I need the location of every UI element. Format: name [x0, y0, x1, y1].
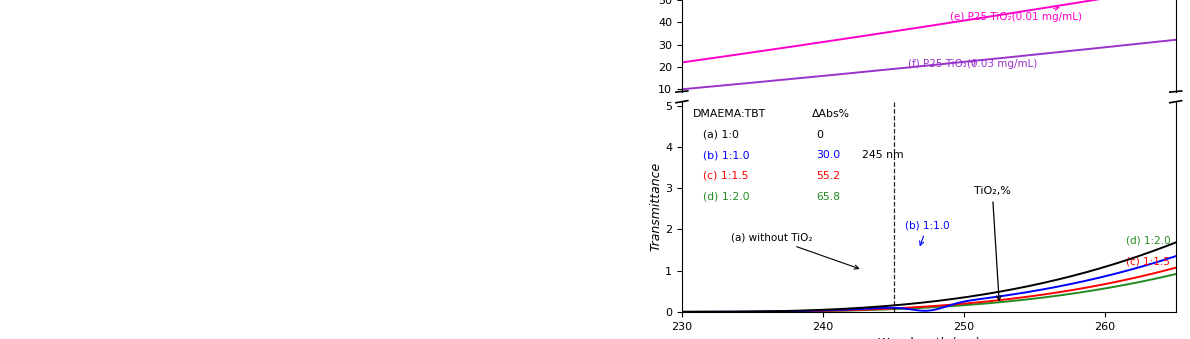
Text: DMAEMA:TBT: DMAEMA:TBT	[693, 109, 766, 119]
Text: (a) without TiO₂: (a) without TiO₂	[732, 233, 859, 269]
Text: TiO₂,%: TiO₂,%	[973, 186, 1010, 300]
Text: (c) 1:1.5: (c) 1:1.5	[703, 171, 749, 181]
Text: (f) P25 TiO₂(0.03 mg/mL): (f) P25 TiO₂(0.03 mg/mL)	[908, 59, 1036, 69]
Text: 245 nm: 245 nm	[863, 150, 904, 160]
Text: (c) 1:1.5: (c) 1:1.5	[1127, 257, 1170, 266]
Text: 0: 0	[816, 130, 823, 140]
Text: 30.0: 30.0	[816, 150, 840, 160]
Text: (b) 1:1.0: (b) 1:1.0	[904, 221, 950, 245]
Text: (a) 1:0: (a) 1:0	[703, 130, 739, 140]
Text: (b) 1:1.0: (b) 1:1.0	[703, 150, 750, 160]
Text: (d) 1:2.0: (d) 1:2.0	[703, 192, 750, 202]
Text: 65.8: 65.8	[816, 192, 840, 202]
Text: (e) P25 TiO₂(0.01 mg/mL): (e) P25 TiO₂(0.01 mg/mL)	[950, 6, 1082, 22]
Text: 55.2: 55.2	[816, 171, 840, 181]
Text: ΔAbs%: ΔAbs%	[812, 109, 850, 119]
Text: (d) 1:2.0: (d) 1:2.0	[1127, 236, 1171, 246]
X-axis label: Wavelength (nm): Wavelength (nm)	[878, 337, 979, 339]
Y-axis label: Transmittance: Transmittance	[650, 162, 663, 252]
